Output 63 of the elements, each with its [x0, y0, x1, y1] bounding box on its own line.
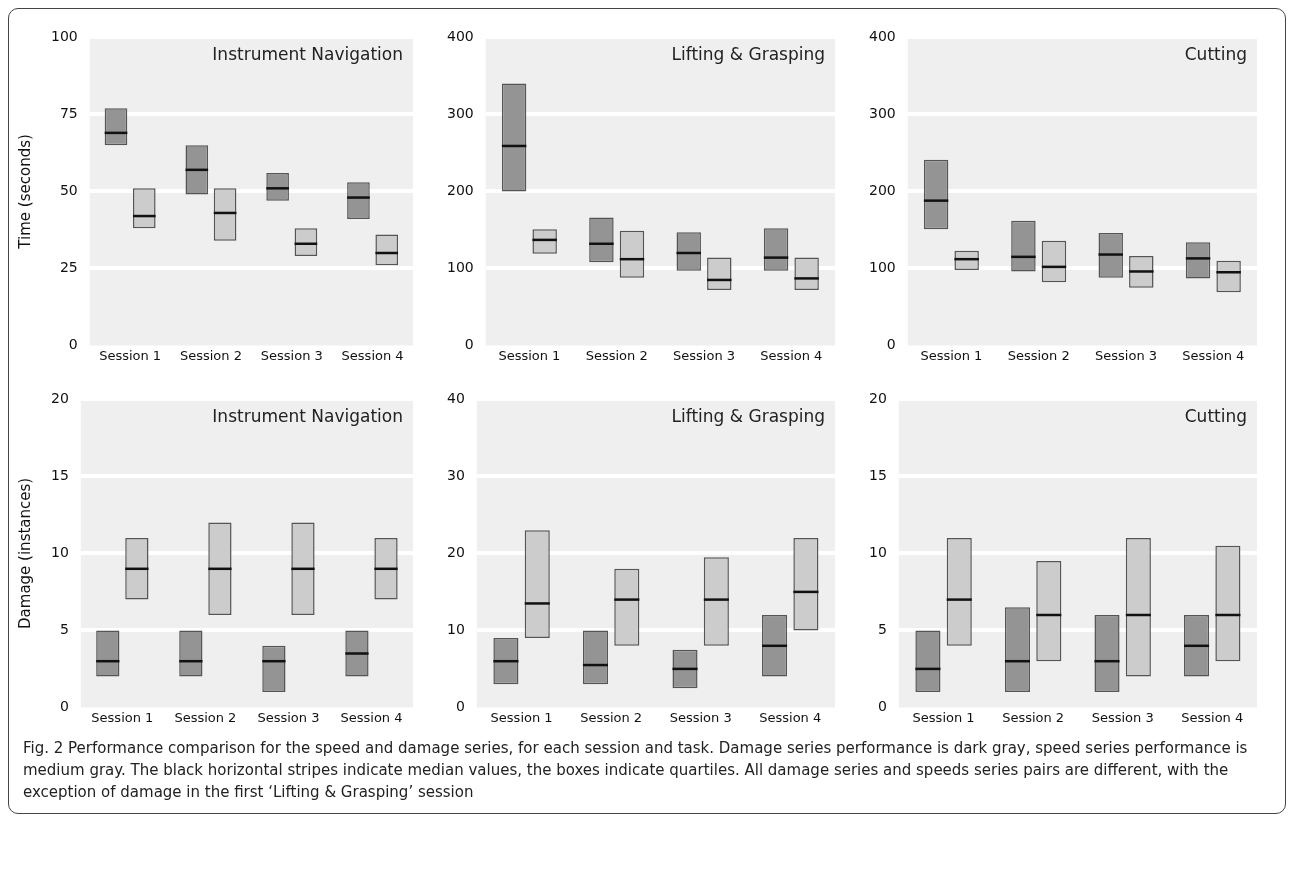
text: Lifting & Grasping [671, 44, 825, 65]
y-axis-title: Damage (instances) [15, 477, 34, 629]
x-tick-label: Session 2 [585, 347, 648, 363]
x-tick-label: Session 1 [912, 709, 975, 725]
y-tick-label: 0 [68, 336, 78, 353]
y-tick-label: 15 [868, 467, 887, 484]
y-tick-label: 5 [877, 621, 887, 638]
y-tick-label: 20 [50, 390, 69, 407]
x-tick-label: Session 1 [91, 709, 154, 725]
text: Cutting [1184, 406, 1247, 427]
y-tick-label: 400 [446, 28, 474, 45]
text: Instrument Navigation [212, 406, 403, 427]
x-tick-label: Session 2 [580, 709, 643, 725]
y-tick-label: 0 [59, 698, 69, 715]
y-tick-label: 0 [877, 698, 887, 715]
x-tick-label: Session 3 [1095, 347, 1158, 363]
y-tick-label: 200 [868, 182, 896, 199]
y-tick-label: 300 [446, 105, 474, 122]
x-tick-label: Session 2 [179, 347, 242, 363]
y-tick-label: 0 [455, 698, 465, 715]
y-tick-label: 75 [59, 105, 78, 122]
x-tick-label: Session 3 [260, 347, 323, 363]
x-tick-label: Session 1 [99, 347, 162, 363]
x-tick-label: Session 4 [1181, 709, 1244, 725]
y-tick-label: 10 [446, 621, 465, 638]
y-tick-label: 200 [446, 182, 474, 199]
y-axis-title: Time (seconds) [15, 134, 34, 250]
text: Instrument Navigation [212, 44, 403, 65]
x-tick-label: Session 3 [1091, 709, 1154, 725]
y-tick-label: 20 [446, 544, 465, 561]
y-tick-label: 30 [446, 467, 465, 484]
y-tick-label: 5 [59, 621, 69, 638]
x-tick-label: Session 2 [1007, 347, 1070, 363]
x-tick-label: Session 1 [498, 347, 561, 363]
x-tick-label: Session 3 [669, 709, 732, 725]
x-tick-label: Session 2 [1002, 709, 1065, 725]
x-tick-label: Session 1 [920, 347, 983, 363]
y-tick-label: 10 [868, 544, 887, 561]
y-tick-label: 100 [868, 259, 896, 276]
y-tick-label: 20 [868, 390, 887, 407]
y-tick-label: 25 [59, 259, 78, 276]
x-tick-label: Session 3 [257, 709, 320, 725]
x-tick-label: Session 4 [341, 347, 404, 363]
y-tick-label: 10 [50, 544, 69, 561]
y-tick-label: 100 [446, 259, 474, 276]
y-tick-label: 100 [50, 28, 78, 45]
caption: Fig. 2 Performance comparison for the speed and damage series, for each session and task. Damage series performance is dark gray, speed series performance is medium gray. The black horizontal stripes indicate median values, the boxes indicate quartiles. All damage series and speeds series pairs are different, with the exception of damage in the first ‘Lifting & Grasping’ session [23, 738, 1249, 803]
y-tick-label: 0 [464, 336, 474, 353]
y-tick-label: 300 [868, 105, 896, 122]
x-tick-label: Session 4 [759, 709, 822, 725]
x-tick-label: Session 4 [1182, 347, 1245, 363]
x-tick-label: Session 3 [673, 347, 736, 363]
text: Lifting & Grasping [671, 406, 825, 427]
y-tick-label: 40 [446, 390, 465, 407]
y-tick-label: 0 [886, 336, 896, 353]
y-tick-label: 15 [50, 467, 69, 484]
text: Cutting [1184, 44, 1247, 65]
x-tick-label: Session 1 [490, 709, 553, 725]
y-tick-label: 50 [59, 182, 78, 199]
x-tick-label: Session 2 [174, 709, 237, 725]
y-tick-label: 400 [868, 28, 896, 45]
x-tick-label: Session 4 [340, 709, 403, 725]
x-tick-label: Session 4 [760, 347, 823, 363]
